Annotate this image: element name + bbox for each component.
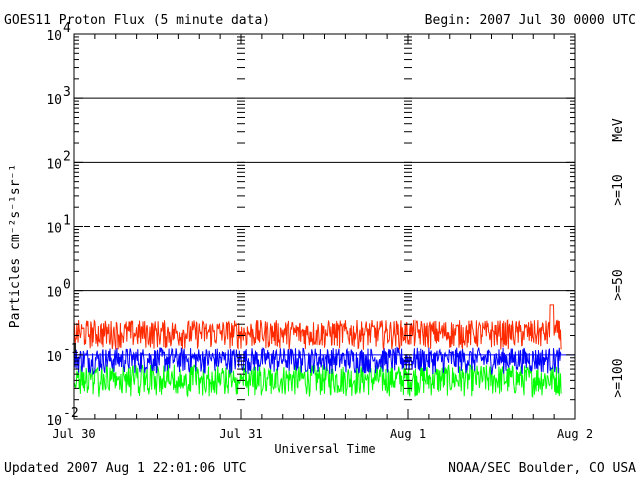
legend-50mev: >=50	[611, 269, 626, 300]
series-line->=100	[73, 363, 562, 399]
updated-time: Updated 2007 Aug 1 22:01:06 UTC	[4, 461, 247, 476]
y-axis-label: Particles cm⁻²s⁻¹sr⁻¹	[8, 164, 23, 328]
series-group	[73, 304, 562, 399]
y-tick-label--1: 10	[46, 350, 62, 365]
y-tick-label-3: 10	[46, 93, 62, 108]
x-tick-label-1: Jul 31	[219, 427, 262, 441]
unit-label: MeV	[611, 118, 626, 142]
y-tick-label-1: 10	[46, 222, 62, 237]
y-tick-exp-4: 4	[63, 21, 71, 36]
begin-time: Begin: 2007 Jul 30 0000 UTC	[425, 13, 636, 28]
y-tick-label-0: 10	[46, 286, 62, 301]
x-axis: Jul 30 Jul 31 Aug 1 Aug 2	[52, 34, 593, 441]
grid	[74, 97, 575, 356]
day-markers	[237, 36, 412, 420]
y-tick-label--2: 10	[46, 414, 62, 429]
y-tick-exp--2: -2	[63, 406, 79, 421]
y-tick-exp-3: 3	[63, 85, 71, 100]
y-tick-exp--1: -1	[63, 342, 79, 357]
chart-title: GOES11 Proton Flux (5 minute data)	[4, 13, 270, 28]
y-tick-exp-1: 1	[63, 214, 71, 229]
series-line->=10	[73, 304, 562, 350]
legend-100mev: >=100	[611, 358, 626, 397]
y-tick-exp-0: 0	[63, 278, 71, 293]
x-tick-label-3: Aug 2	[557, 427, 593, 441]
plot-frame	[73, 33, 576, 420]
x-tick-label-2: Aug 1	[390, 427, 426, 441]
credit: NOAA/SEC Boulder, CO USA	[448, 461, 636, 476]
x-tick-label-0: Jul 30	[52, 427, 95, 441]
y-tick-label-2: 10	[46, 157, 62, 172]
x-axis-label: Universal Time	[274, 442, 375, 456]
y-tick-label-4: 10	[46, 29, 62, 44]
series-line->=50	[73, 346, 562, 376]
legend-10mev: >=10	[611, 174, 626, 205]
y-tick-exp-2: 2	[63, 149, 71, 164]
